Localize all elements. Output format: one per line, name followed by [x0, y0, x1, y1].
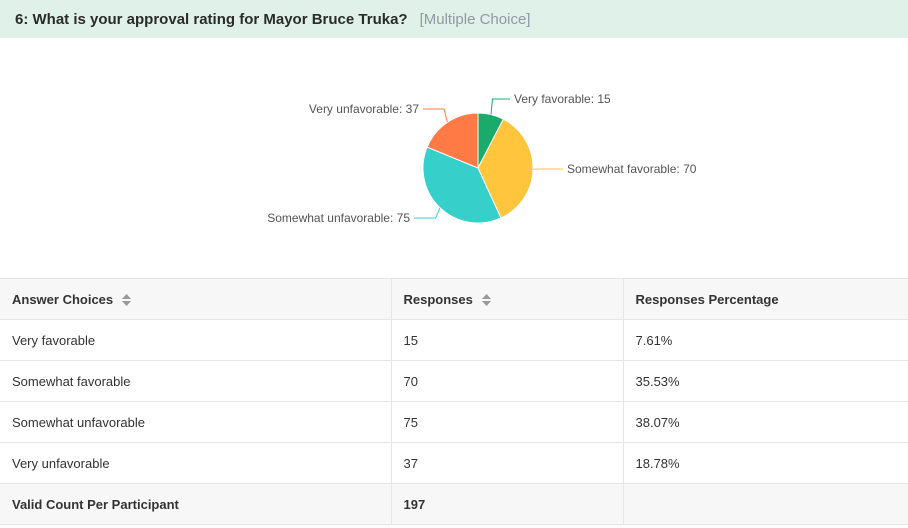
response-count-cell: 70 [391, 360, 624, 402]
header-responses-percentage: Responses Percentage [623, 278, 908, 320]
table-row: Very unfavorable 37 18.78% [0, 442, 908, 484]
pie-chart-svg: Very favorable: 15 Somewhat favorable: 70… [267, 92, 697, 225]
results-table: Answer Choices Responses Responses Perce… [0, 278, 908, 525]
pie-leader-line [414, 207, 441, 219]
pie-slice-label: Somewhat unfavorable: 75 [267, 211, 410, 225]
pie-leader-line [490, 98, 510, 115]
header-responses-label: Responses [403, 291, 473, 307]
table-row: Somewhat unfavorable 75 38.07% [0, 401, 908, 443]
response-percentage-cell: 18.78% [623, 442, 908, 484]
answer-choice-cell: Very favorable [0, 319, 392, 361]
answer-choice-cell: Very unfavorable [0, 442, 392, 484]
pie-leader-line [423, 108, 448, 123]
sort-icon[interactable] [481, 294, 491, 307]
total-row: Valid Count Per Participant 197 [0, 483, 908, 525]
sort-icon[interactable] [121, 294, 131, 307]
response-percentage-cell: 7.61% [623, 319, 908, 361]
response-percentage-cell: 35.53% [623, 360, 908, 402]
question-type: [Multiple Choice] [419, 10, 531, 28]
table-header-row: Answer Choices Responses Responses Perce… [0, 278, 908, 320]
response-count-cell: 75 [391, 401, 624, 443]
pie-slice[interactable] [426, 112, 479, 169]
response-percentage-cell: 38.07% [623, 401, 908, 443]
header-answer-choices-label: Answer Choices [12, 291, 114, 307]
header-answer-choices[interactable]: Answer Choices [0, 278, 392, 320]
pie-chart: Very favorable: 15 Somewhat favorable: 70… [0, 38, 908, 278]
header-responses[interactable]: Responses [391, 278, 624, 320]
table-row: Very favorable 15 7.61% [0, 319, 908, 361]
table-row: Somewhat favorable 70 35.53% [0, 360, 908, 402]
pie-slice-label: Somewhat favorable: 70 [567, 162, 697, 176]
answer-choice-cell: Somewhat favorable [0, 360, 392, 402]
pie-slice-label: Very unfavorable: 37 [309, 102, 419, 116]
total-count-cell: 197 [391, 483, 624, 525]
total-percentage-cell [623, 483, 908, 525]
question-header: 6: What is your approval rating for Mayo… [0, 0, 908, 38]
question-title: 6: What is your approval rating for Mayo… [15, 10, 408, 28]
total-label-cell: Valid Count Per Participant [0, 483, 392, 525]
pie-slice-label: Very favorable: 15 [514, 92, 611, 106]
response-count-cell: 15 [391, 319, 624, 361]
answer-choice-cell: Somewhat unfavorable [0, 401, 392, 443]
response-count-cell: 37 [391, 442, 624, 484]
